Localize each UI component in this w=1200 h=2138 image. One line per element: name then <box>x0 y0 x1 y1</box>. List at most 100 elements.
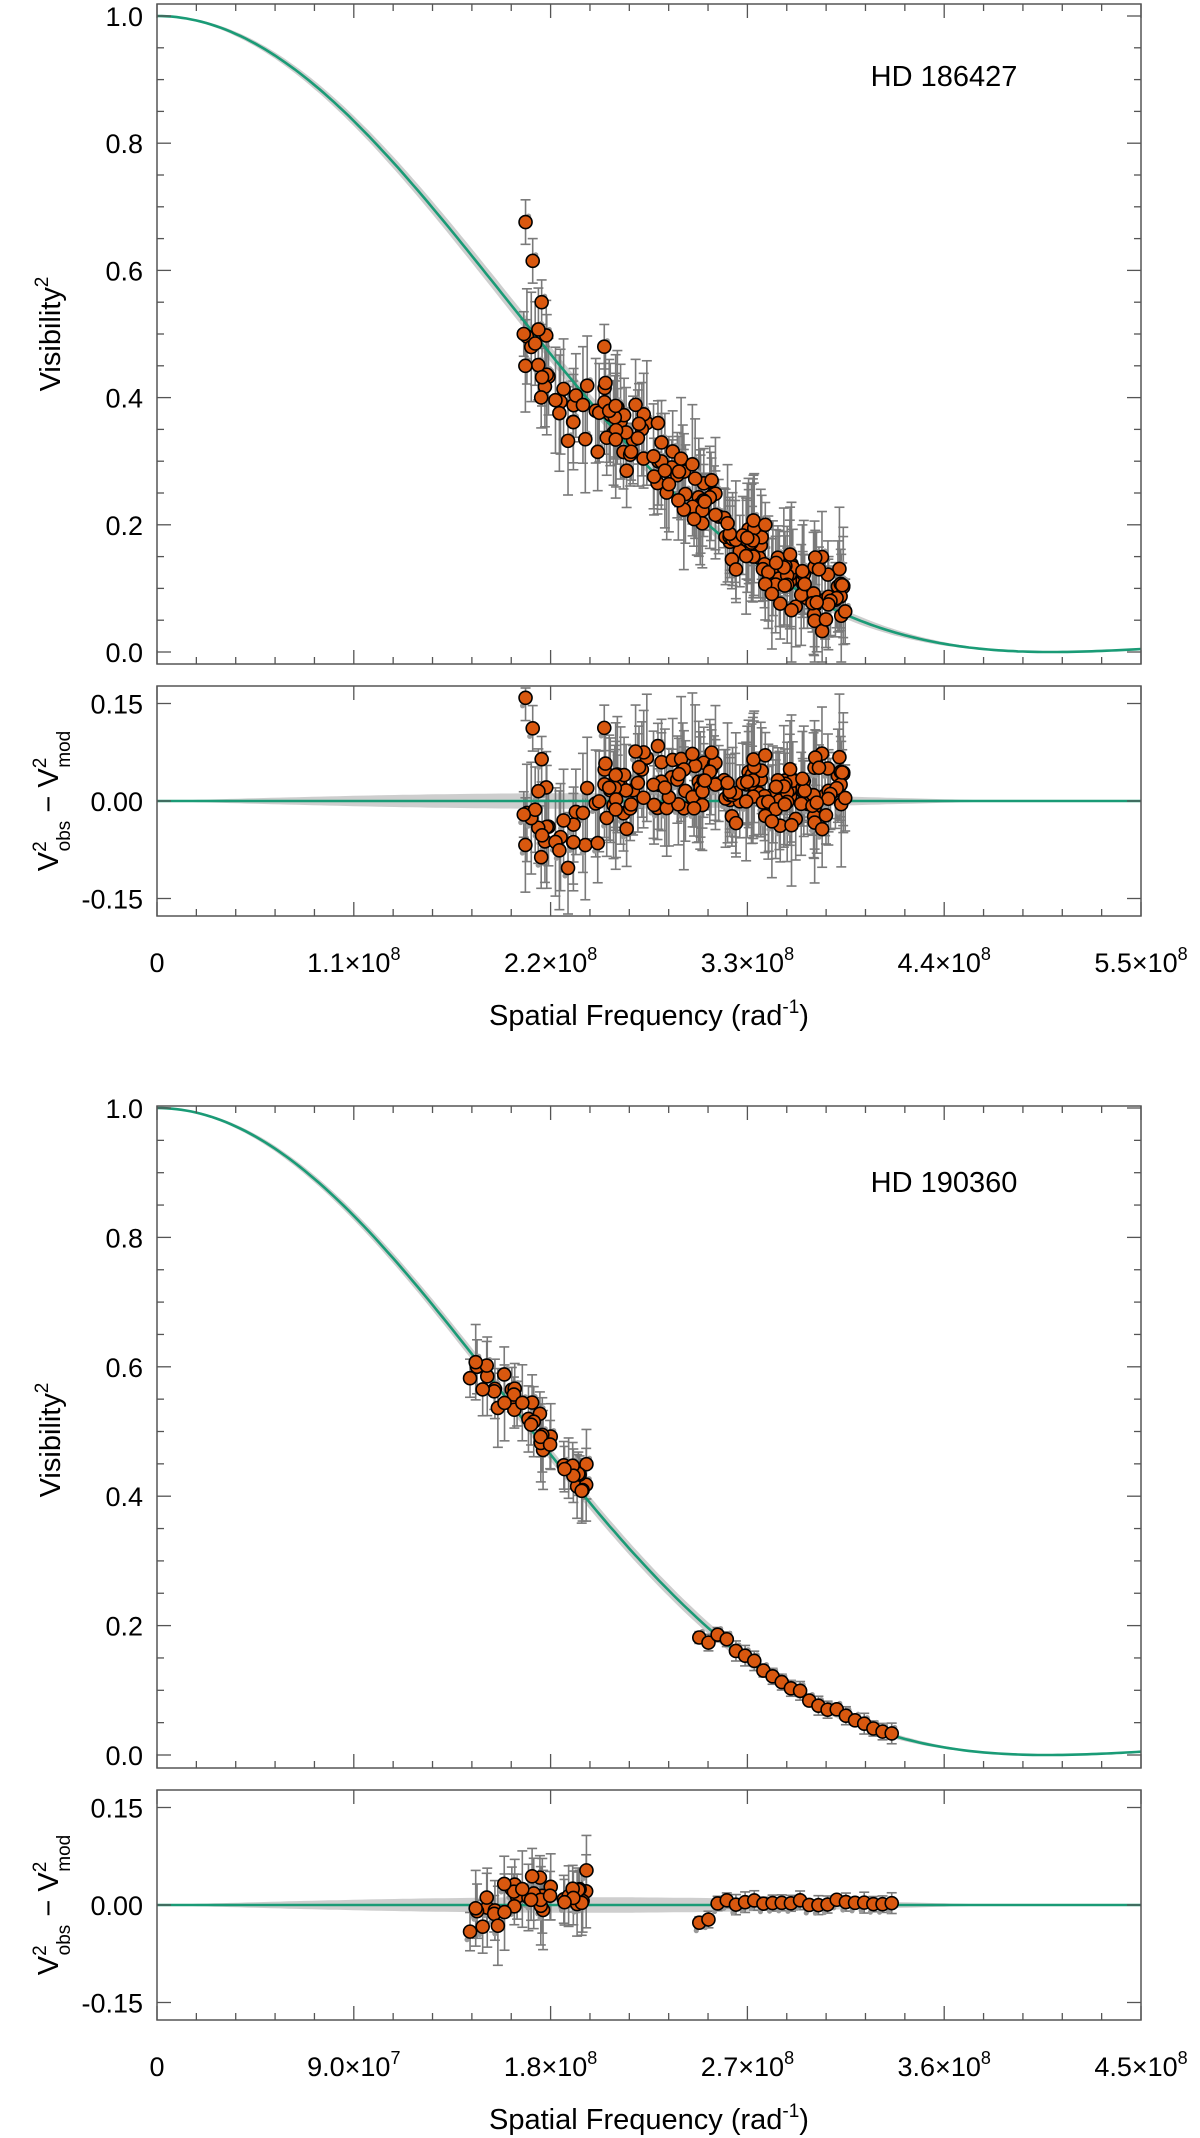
residual-point <box>782 761 798 777</box>
data-point <box>556 381 571 397</box>
residual-y-tick-label: 0.00 <box>90 787 143 817</box>
x-axis-title: Spatial Frequency (rad-1) <box>489 997 809 1032</box>
data-point <box>630 430 646 446</box>
data-point <box>530 357 546 373</box>
star-label: HD 190360 <box>871 1167 1018 1199</box>
data-point <box>661 476 677 492</box>
residual-y-tick-label: 0.15 <box>90 1794 143 1824</box>
residual-point <box>542 1888 558 1903</box>
main-panel: 0.0 0.2 0.4 0.6 0.8 1.0 HD 190360 Visibility2 <box>32 1094 1142 1771</box>
data-point <box>782 547 798 562</box>
data-point <box>548 392 563 408</box>
residual-y-tick-label: -0.15 <box>81 1989 143 2019</box>
residual-point <box>596 720 612 736</box>
data-point <box>687 471 703 486</box>
residual-y-axis-title: V2 obs − V2 mod <box>30 731 75 872</box>
data-points <box>516 214 853 639</box>
residual-point <box>598 756 613 771</box>
residual-point <box>475 1919 490 1934</box>
data-point <box>792 1683 808 1699</box>
model-curve <box>156 1106 1142 1757</box>
residual-point <box>591 794 607 809</box>
data-point <box>525 253 541 269</box>
data-point <box>552 405 567 421</box>
y-axis-title: Visibility2 <box>32 277 67 392</box>
data-point <box>518 358 533 374</box>
x-tick-label: 9.0×107 <box>307 2048 400 2082</box>
data-point <box>631 416 647 432</box>
residual-point <box>525 721 541 736</box>
data-point <box>704 472 719 488</box>
y-tick-label: 0.8 <box>105 129 143 159</box>
data-point <box>566 414 581 430</box>
data-point <box>533 1429 548 1445</box>
x-tick-labels: 0 9.0×107 1.8×108 2.7×108 3.6×108 4.5×108 <box>149 2048 1187 2082</box>
residual-ticks: -0.15 0.00 0.15 <box>81 686 1142 916</box>
residual-point <box>518 690 533 706</box>
y-axis-title: Visibility2 <box>32 1383 67 1498</box>
residual-point <box>490 1918 506 1934</box>
residual-point <box>757 748 773 763</box>
residual-point <box>657 780 673 795</box>
y-tick-label: 0.0 <box>105 638 143 668</box>
data-point <box>557 1461 572 1477</box>
model-band-shape <box>157 1108 1141 1755</box>
residual-point <box>579 780 595 796</box>
y-tick-label: 0.8 <box>105 1223 143 1253</box>
data-point <box>579 378 595 393</box>
residual-point <box>784 817 799 833</box>
y-tick-label: 0.2 <box>105 511 143 541</box>
y-tick-label: 0.0 <box>105 1741 143 1771</box>
residual-panel: -0.15 0.00 0.15 V2 obs − V2 mod <box>30 685 1142 917</box>
main-ticks: 0.0 0.2 0.4 0.6 0.8 1.0 <box>105 2 1142 668</box>
data-point <box>809 595 825 610</box>
residual-point <box>832 749 847 765</box>
residual-point <box>636 790 651 806</box>
x-tick-label: 3.3×108 <box>701 944 794 978</box>
data-point <box>784 602 799 618</box>
residual-point <box>685 746 700 762</box>
residual-points <box>462 1863 900 1939</box>
x-tick-label: 2.2×108 <box>504 944 597 978</box>
residual-point <box>739 774 755 790</box>
residual-point <box>599 810 615 826</box>
model-band-shape <box>157 15 1141 652</box>
data-point <box>574 1483 590 1499</box>
residual-point <box>523 1892 539 1908</box>
data-point <box>685 457 700 472</box>
data-point <box>527 336 543 351</box>
residual-point <box>560 860 576 876</box>
data-point <box>884 1726 900 1741</box>
data-point <box>533 390 549 405</box>
data-point <box>496 1367 512 1382</box>
data-point <box>777 578 793 593</box>
residual-point <box>479 1890 495 1905</box>
model-uncertainty-band <box>157 1108 1141 1755</box>
residual-points <box>516 690 853 876</box>
residual-point <box>697 773 713 788</box>
data-point <box>462 1370 478 1386</box>
data-point <box>811 562 827 577</box>
data-point <box>650 415 666 431</box>
residual-point <box>764 814 780 829</box>
residual-point <box>516 807 532 822</box>
residual-point <box>686 800 702 816</box>
residual-point <box>468 1900 483 1916</box>
residual-point <box>884 1895 900 1911</box>
x-tick-label: 0 <box>149 948 164 978</box>
residual-point <box>578 837 593 853</box>
model-curve <box>156 14 1142 654</box>
residual-y-axis-title: V2 obs − V2 mod <box>30 1835 75 1976</box>
model-uncertainty-band <box>157 15 1141 652</box>
data-point <box>832 561 847 577</box>
data-point <box>534 369 550 385</box>
data-point <box>708 507 723 523</box>
residual-point <box>556 813 571 828</box>
residual-y-tick-label: 0.15 <box>90 690 143 720</box>
main-panel-frame <box>156 1105 1142 1769</box>
data-point <box>797 576 812 592</box>
data-point <box>534 294 549 310</box>
x-tick-label: 1.1×108 <box>307 944 400 978</box>
residual-point <box>534 828 550 843</box>
